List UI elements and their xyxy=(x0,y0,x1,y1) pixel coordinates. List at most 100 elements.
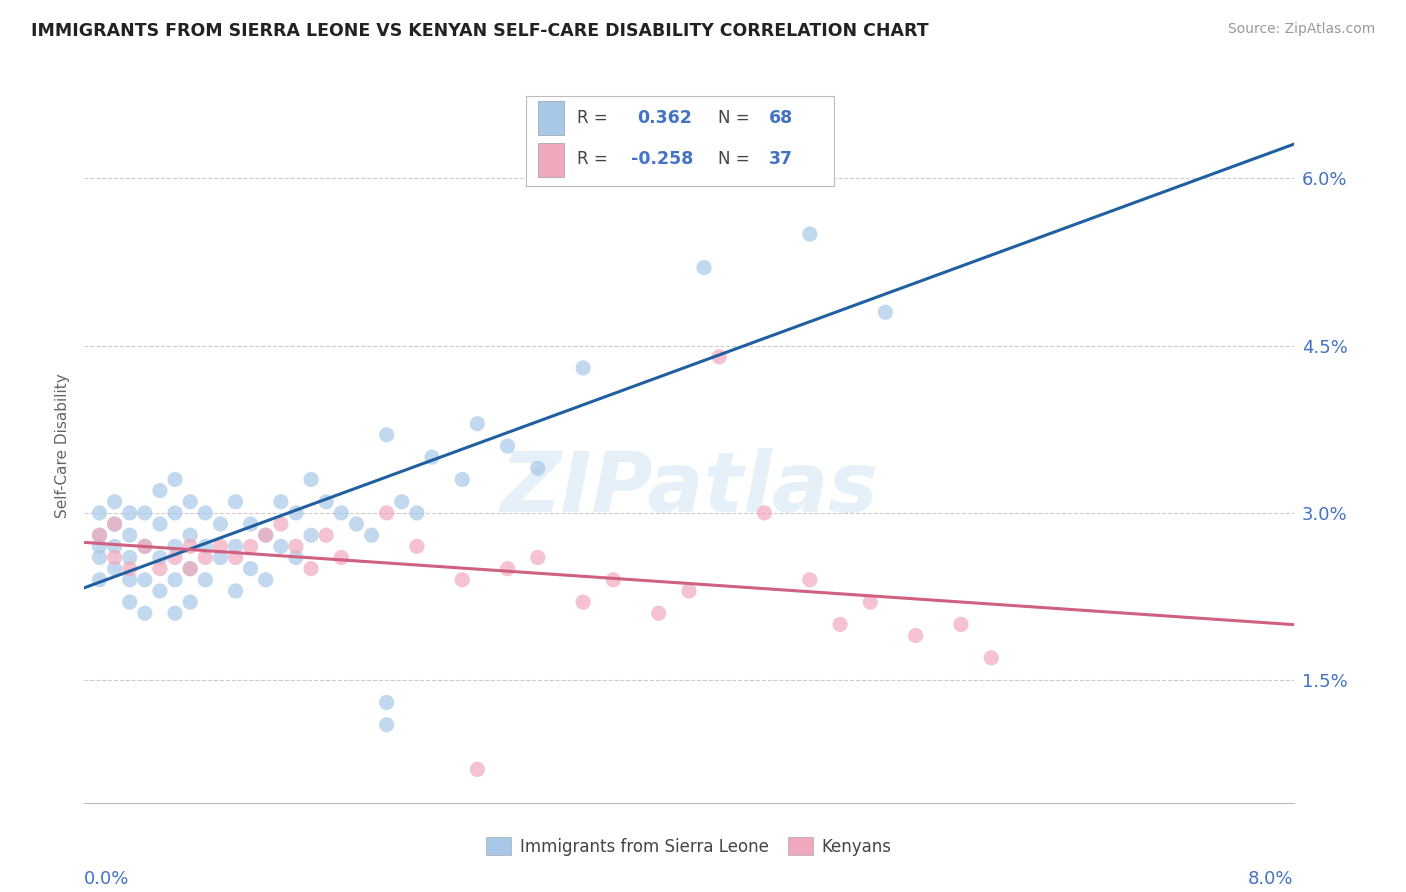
Point xyxy=(299,562,322,576)
Point xyxy=(239,562,262,576)
Point xyxy=(165,506,187,520)
Point xyxy=(980,651,1002,665)
Point xyxy=(194,573,217,587)
Point xyxy=(254,573,277,587)
Point xyxy=(254,528,277,542)
Point xyxy=(496,439,519,453)
Point xyxy=(134,539,156,553)
Point xyxy=(179,562,201,576)
Point xyxy=(270,516,292,531)
Point xyxy=(104,516,127,531)
Point xyxy=(406,539,429,553)
Point xyxy=(375,427,398,442)
Point xyxy=(118,573,141,587)
Point xyxy=(149,550,172,565)
Point xyxy=(104,494,127,508)
Point xyxy=(104,539,127,553)
Point xyxy=(830,617,852,632)
Point xyxy=(194,506,217,520)
Point xyxy=(799,573,821,587)
Point xyxy=(165,550,187,565)
Point xyxy=(179,595,201,609)
Point xyxy=(209,539,232,553)
Point xyxy=(420,450,443,464)
Point xyxy=(89,528,111,542)
Point xyxy=(527,461,550,475)
Point xyxy=(391,494,413,508)
Point xyxy=(118,550,141,565)
Point xyxy=(149,583,172,598)
Point xyxy=(299,472,322,486)
Point xyxy=(134,573,156,587)
Point xyxy=(165,573,187,587)
Point xyxy=(149,516,172,531)
Point xyxy=(225,494,247,508)
Point xyxy=(451,472,474,486)
Text: IMMIGRANTS FROM SIERRA LEONE VS KENYAN SELF-CARE DISABILITY CORRELATION CHART: IMMIGRANTS FROM SIERRA LEONE VS KENYAN S… xyxy=(31,22,928,40)
Point xyxy=(799,227,821,241)
Point xyxy=(270,494,292,508)
Point xyxy=(225,539,247,553)
Point xyxy=(134,506,156,520)
Point xyxy=(709,350,731,364)
Point xyxy=(165,472,187,486)
Point xyxy=(179,562,201,576)
Point xyxy=(179,494,201,508)
Point xyxy=(754,506,776,520)
Point xyxy=(104,562,127,576)
Point xyxy=(375,696,398,710)
Point xyxy=(950,617,973,632)
Point xyxy=(134,607,156,621)
Point xyxy=(467,762,489,776)
Text: 0.0%: 0.0% xyxy=(84,870,129,888)
Text: ZIPatlas: ZIPatlas xyxy=(501,449,877,529)
Point xyxy=(467,417,489,431)
Point xyxy=(375,717,398,731)
Point xyxy=(270,539,292,553)
Point xyxy=(225,583,247,598)
Point xyxy=(118,506,141,520)
Text: Source: ZipAtlas.com: Source: ZipAtlas.com xyxy=(1227,22,1375,37)
Point xyxy=(693,260,716,275)
Point xyxy=(89,539,111,553)
Point xyxy=(315,494,337,508)
Point xyxy=(239,516,262,531)
Point xyxy=(179,528,201,542)
Point xyxy=(648,171,671,186)
Point xyxy=(285,550,308,565)
Point xyxy=(375,506,398,520)
Point xyxy=(406,506,429,520)
Point xyxy=(678,583,700,598)
Point xyxy=(875,305,897,319)
Point xyxy=(209,516,232,531)
Point xyxy=(496,562,519,576)
Point xyxy=(451,573,474,587)
Point xyxy=(904,628,927,642)
Point xyxy=(134,539,156,553)
Point xyxy=(859,595,882,609)
Point xyxy=(330,506,353,520)
Point xyxy=(572,595,595,609)
Point xyxy=(209,550,232,565)
Point xyxy=(360,528,382,542)
Point xyxy=(89,506,111,520)
Point xyxy=(254,528,277,542)
Point xyxy=(104,516,127,531)
Point xyxy=(165,607,187,621)
Point xyxy=(89,573,111,587)
Point xyxy=(285,506,308,520)
Point xyxy=(89,528,111,542)
Point xyxy=(194,539,217,553)
Text: 8.0%: 8.0% xyxy=(1249,870,1294,888)
Point xyxy=(602,573,624,587)
Point xyxy=(285,539,308,553)
Point xyxy=(149,483,172,498)
Point xyxy=(118,595,141,609)
Point xyxy=(194,550,217,565)
Point xyxy=(118,528,141,542)
Point xyxy=(118,562,141,576)
Point xyxy=(104,550,127,565)
Legend: Immigrants from Sierra Leone, Kenyans: Immigrants from Sierra Leone, Kenyans xyxy=(479,830,898,863)
Point xyxy=(149,562,172,576)
Point xyxy=(330,550,353,565)
